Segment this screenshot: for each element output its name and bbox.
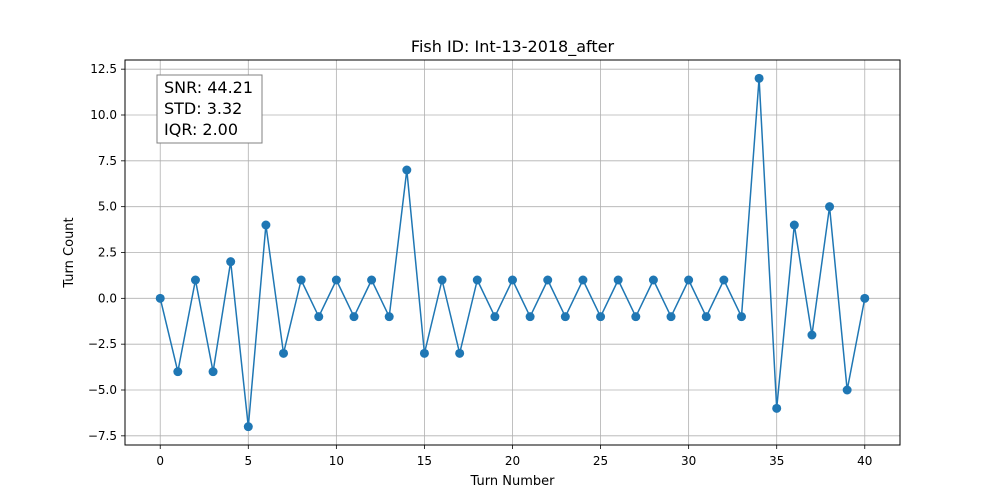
x-tick-label: 0 [156, 454, 164, 468]
data-point [701, 312, 711, 322]
data-point [243, 422, 253, 432]
y-tick-label: −2.5 [88, 337, 117, 351]
data-point [419, 348, 429, 358]
x-tick-label: 35 [769, 454, 784, 468]
data-point [596, 312, 606, 322]
data-point [772, 403, 782, 413]
data-point [560, 312, 570, 322]
y-tick-label: −5.0 [88, 383, 117, 397]
data-point [860, 293, 870, 303]
data-point [508, 275, 517, 285]
x-tick-label: 15 [417, 454, 432, 468]
data-point [825, 202, 835, 212]
data-point [226, 257, 236, 267]
data-point [314, 312, 324, 322]
data-point [736, 312, 746, 322]
data-point [719, 275, 729, 285]
y-tick-label: 5.0 [98, 200, 117, 214]
data-point [648, 275, 658, 285]
data-point [842, 385, 852, 395]
x-tick-label: 10 [329, 454, 344, 468]
data-point [666, 312, 676, 322]
data-point [789, 220, 799, 230]
y-tick-label: 10.0 [90, 108, 117, 122]
iqr-stat: IQR: 2.00 [164, 120, 238, 139]
data-point [402, 165, 412, 175]
data-point [525, 312, 535, 322]
x-tick-label: 5 [244, 454, 252, 468]
data-point [684, 275, 694, 285]
data-point [296, 275, 306, 285]
data-point [631, 312, 641, 322]
stats-box-frame [156, 74, 263, 144]
data-point [384, 312, 394, 322]
data-point [455, 348, 465, 358]
data-point [437, 275, 447, 285]
data-point [807, 330, 817, 340]
x-tick-label: 40 [857, 454, 872, 468]
data-point [279, 348, 289, 358]
data-point [578, 275, 588, 285]
y-tick-label: 2.5 [98, 246, 117, 260]
data-point [613, 275, 623, 285]
x-tick-label: 25 [593, 454, 608, 468]
data-point [208, 367, 218, 377]
x-tick-label: 20 [505, 454, 520, 468]
x-axis-label: Turn Number [470, 474, 556, 489]
data-point [472, 275, 482, 285]
axis-ticks: 0 5 10 15 20 25 30 35 40 −7.5 −5.0 −2.5 0.0 2.5 5.0 7.5… [88, 62, 873, 468]
data-point [543, 275, 553, 285]
data-point [367, 275, 377, 285]
data-point [261, 220, 271, 230]
chart-title: Fish ID: Int-13-2018_after [411, 37, 615, 57]
y-axis-label: Turn Count [62, 217, 77, 288]
y-tick-label: −7.5 [88, 429, 117, 443]
data-point [490, 312, 500, 322]
x-tick-label: 30 [681, 454, 696, 468]
data-point [155, 293, 165, 303]
y-tick-label: 12.5 [90, 62, 117, 76]
stats-box: SNR: 44.21 STD: 3.32 IQR: 2.00 [156, 74, 263, 144]
std-stat: STD: 3.32 [164, 99, 242, 118]
series-turn-count [155, 73, 870, 432]
data-point [190, 275, 200, 285]
data-point [331, 275, 341, 285]
y-tick-label: 7.5 [98, 154, 117, 168]
data-point [349, 312, 359, 322]
data-point [173, 367, 183, 377]
data-point [754, 73, 764, 83]
snr-stat: SNR: 44.21 [164, 78, 253, 97]
y-tick-label: 0.0 [98, 291, 117, 305]
